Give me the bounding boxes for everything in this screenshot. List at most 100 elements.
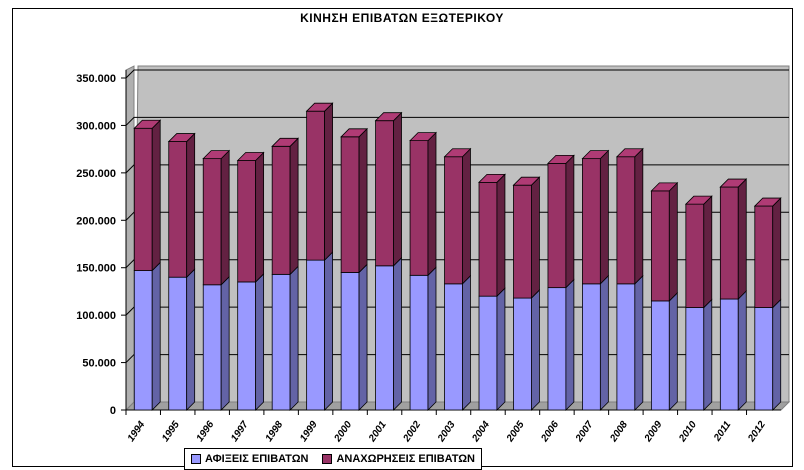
bar-segment	[615, 147, 644, 285]
bar-side	[393, 111, 402, 267]
bar-side	[324, 251, 333, 411]
bar-top	[719, 178, 748, 188]
bar-arrivals-front	[133, 270, 153, 411]
bar-side	[462, 147, 471, 285]
bar-departures-front	[582, 158, 601, 285]
bar-segment	[133, 119, 162, 272]
bar-side	[186, 132, 196, 279]
bar-segment	[340, 263, 368, 411]
x-tick-label: 1996	[195, 419, 217, 444]
x-tick-label: 2001	[366, 419, 389, 445]
bar-side	[599, 149, 609, 285]
bar-segment	[409, 131, 437, 277]
bar-side	[151, 261, 161, 411]
bar-top	[443, 148, 472, 158]
bar-top	[581, 150, 610, 160]
bar-side	[358, 263, 368, 411]
bar-side	[427, 131, 437, 277]
bar-top	[133, 119, 162, 129]
y-tick-label: 200.000	[76, 215, 116, 227]
bar-segment	[236, 151, 265, 283]
bar-top	[615, 148, 644, 158]
x-tick-label: 2003	[435, 419, 458, 445]
x-tick-label: 2000	[332, 419, 355, 445]
bar-side	[531, 176, 540, 300]
bar-arrivals-front	[513, 297, 532, 411]
bar-side	[186, 268, 196, 411]
bar-departures-front	[616, 156, 636, 285]
bar-arrivals-front	[444, 283, 463, 411]
y-tick-label: 300.000	[76, 120, 116, 132]
x-tick-label: 2006	[539, 419, 562, 445]
bar-segment	[478, 287, 506, 411]
bar-departures-front	[271, 145, 291, 275]
legend-swatch-arrivals	[191, 454, 201, 464]
x-tick-label: 2008	[608, 419, 631, 445]
bar-top	[409, 132, 437, 142]
y-tick-label: 150.000	[76, 263, 116, 275]
bar-segment	[719, 178, 748, 300]
y-tick-label: 50.000	[82, 358, 116, 370]
y-tick-label: 350.000	[76, 73, 116, 85]
bar-segment	[409, 266, 437, 411]
bar-side	[289, 137, 299, 276]
legend-item-departures: ΑΝΑΧΩΡΗΣΕΙΣ ΕΠΙΒΑΤΩΝ	[322, 453, 475, 465]
bar-segment	[512, 176, 541, 300]
bar-segment	[684, 195, 713, 309]
bar-arrivals-front	[582, 283, 601, 411]
legend-label-departures: ΑΝΑΧΩΡΗΣΕΙΣ ΕΠΙΒΑΤΩΝ	[336, 453, 475, 465]
bar-departures-front	[685, 203, 705, 308]
bar-segment	[581, 149, 610, 285]
bar-segment	[237, 272, 265, 411]
bar-departures-front	[202, 158, 222, 286]
bar-arrivals-front	[616, 283, 636, 411]
bar-side	[772, 197, 782, 309]
legend-swatch-departures	[322, 454, 333, 464]
bar-arrivals-front	[719, 298, 739, 411]
bar-side	[220, 149, 230, 286]
bar-segment	[478, 173, 506, 298]
bar-top	[202, 150, 231, 160]
x-tick-label: 2010	[677, 419, 700, 445]
bar-segment	[374, 111, 403, 267]
bar-side	[703, 298, 713, 411]
bar-departures-front	[168, 141, 188, 278]
bar-segment	[167, 132, 196, 279]
bar-departures-front	[444, 156, 463, 285]
bar-arrivals-front	[685, 307, 705, 411]
bar-segment	[753, 197, 782, 309]
x-tick-label: 2012	[746, 419, 769, 445]
bar-side	[703, 195, 713, 309]
bar-segment	[340, 127, 369, 274]
bar-arrivals-front	[340, 272, 360, 411]
bar-segment	[513, 289, 540, 411]
bar-side	[599, 274, 609, 411]
x-tick-label: 1998	[264, 419, 286, 444]
bar-side	[358, 127, 368, 274]
x-tick-label: 2011	[712, 419, 734, 444]
bar-departures-front	[409, 140, 429, 276]
bar-segment	[375, 256, 402, 411]
bar-segment	[650, 181, 679, 302]
bar-side	[289, 265, 299, 411]
bar-segment	[443, 147, 472, 285]
bar-arrivals-front	[237, 281, 257, 411]
bar-departures-front	[375, 120, 394, 267]
bar-segment	[650, 291, 678, 411]
chart-title: ΚΙΝΗΣΗ ΕΠΙΒΑΤΩΝ ΕΞΩΤΕΡΙΚΟΥ	[300, 11, 504, 25]
bar-top	[305, 102, 334, 112]
x-tick-label: 1994	[126, 419, 148, 444]
x-tick-label: 1999	[298, 419, 320, 444]
bar-side	[737, 178, 747, 300]
legend: ΑΦΙΞΕΙΣ ΕΠΙΒΑΤΩΝ ΑΝΑΧΩΡΗΣΕΙΣ ΕΠΙΒΑΤΩΝ	[184, 448, 482, 470]
bar-top	[546, 154, 575, 164]
bar-side	[737, 290, 747, 411]
bar-side	[151, 119, 161, 272]
bar-segment	[685, 298, 713, 411]
x-tick-label: 2005	[504, 419, 527, 445]
bar-departures-front	[306, 110, 325, 261]
bar-side	[393, 256, 402, 411]
bar-segment	[271, 137, 300, 276]
bar-top	[236, 152, 265, 161]
